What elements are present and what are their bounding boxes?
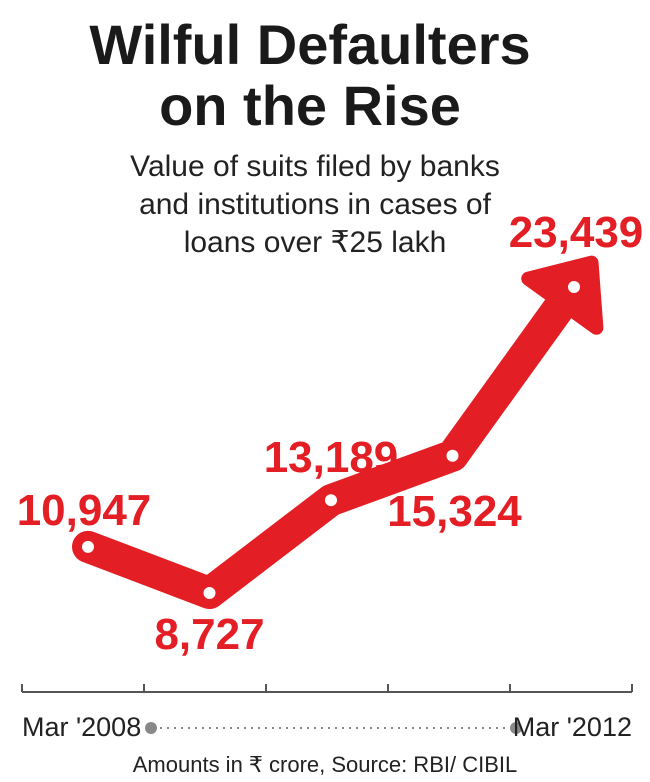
chart-title-line-1: Wilful Defaulters [89, 13, 530, 76]
value-label-5: 23,439 [509, 208, 644, 257]
chart-subtitle-line-2: and institutions in cases of [139, 188, 492, 221]
x-axis-end-label: Mar '2012 [513, 712, 632, 742]
source-note: Amounts in ₹ crore, Source: RBI/ CIBIL [133, 752, 517, 777]
data-point-2 [203, 587, 216, 599]
x-axis-ticks [21, 684, 633, 692]
timeline-start-dot [145, 722, 157, 734]
chart-subtitle-line-1: Value of suits filed by banks [130, 150, 500, 183]
value-label-2: 8,727 [154, 610, 264, 659]
data-point-1 [82, 540, 94, 553]
data-point-4 [446, 449, 459, 462]
value-label-4: 15,324 [387, 487, 522, 536]
plot-area: 10,947 8,727 13,189 15,324 23,439 [17, 208, 644, 659]
series-arrowhead [521, 255, 604, 335]
data-point-3 [325, 494, 337, 507]
value-label-3: 13,189 [264, 433, 399, 482]
chart-subtitle-line-3: loans over ₹25 lakh [184, 226, 447, 259]
x-axis-start-label: Mar '2008 [22, 712, 141, 742]
chart-title-line-2: on the Rise [159, 74, 461, 137]
value-label-1: 10,947 [17, 486, 152, 535]
data-point-5 [568, 280, 580, 293]
timeline-end-dot [510, 722, 522, 734]
